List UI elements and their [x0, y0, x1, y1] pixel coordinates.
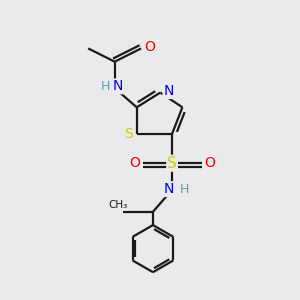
- Text: O: O: [204, 156, 215, 170]
- Text: N: N: [164, 182, 174, 196]
- Text: H: H: [101, 80, 110, 93]
- Text: H: H: [180, 183, 189, 196]
- Text: CH₃: CH₃: [108, 200, 127, 210]
- Text: S: S: [167, 156, 177, 171]
- Text: S: S: [124, 127, 133, 141]
- Text: O: O: [129, 156, 140, 170]
- Text: N: N: [112, 80, 123, 93]
- Text: O: O: [144, 40, 155, 54]
- Text: N: N: [164, 84, 174, 98]
